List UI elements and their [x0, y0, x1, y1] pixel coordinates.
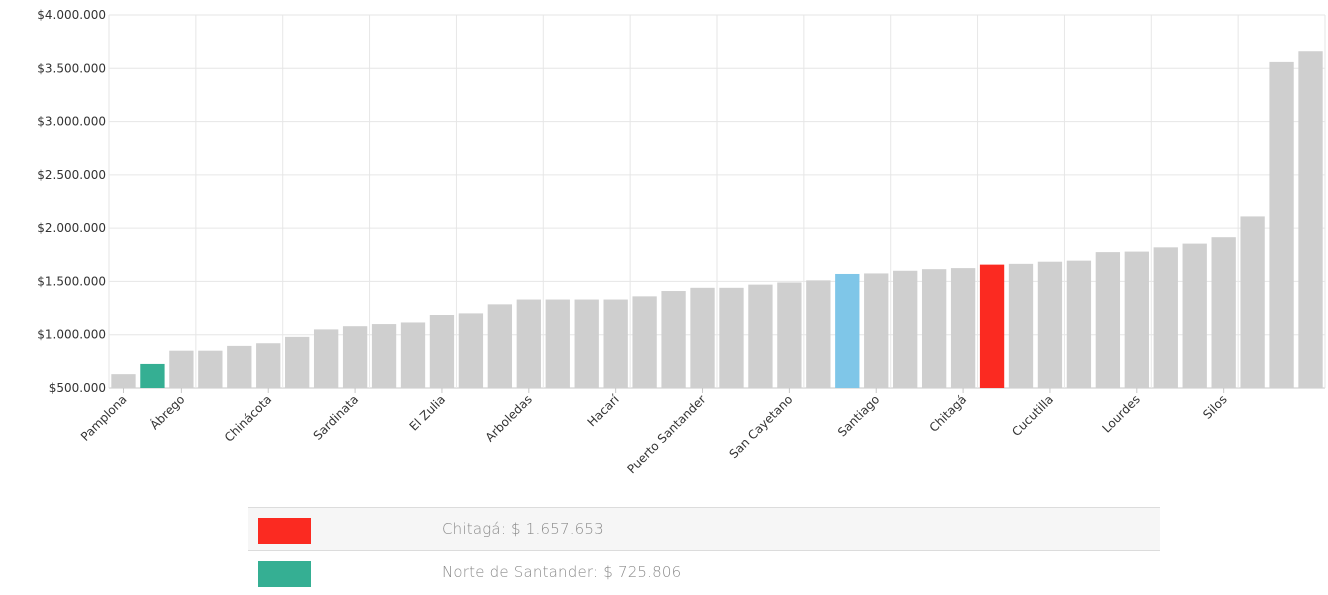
bar[interactable]: [1211, 237, 1236, 388]
y-tick-label: $3.500.000: [37, 61, 106, 75]
y-tick-label: $1.000.000: [37, 328, 106, 342]
bar[interactable]: [545, 299, 570, 388]
legend-label-chitaga: Chitagá: $ 1.657.653: [442, 520, 604, 538]
bar[interactable]: [313, 329, 339, 388]
legend-swatch-norte-de-santander: [258, 561, 311, 587]
legend-swatch-chitaga: [258, 518, 311, 544]
x-tick-label: Sardinata: [311, 392, 362, 443]
bar[interactable]: [893, 270, 918, 388]
bar[interactable]: [342, 326, 368, 388]
bar[interactable]: [719, 287, 744, 388]
bar[interactable]: [140, 363, 165, 388]
bar[interactable]: [777, 282, 802, 388]
bar[interactable]: [864, 273, 889, 388]
legend-item-norte-de-santander: Norte de Santander: $ 725.806: [248, 551, 1160, 595]
y-tick-label: $1.500.000: [37, 274, 106, 288]
bar[interactable]: [835, 273, 860, 388]
bar[interactable]: [256, 343, 281, 388]
bar[interactable]: [111, 374, 136, 388]
chart-bars: [111, 51, 1323, 388]
y-tick-label: $4.000.000: [37, 8, 106, 22]
bar[interactable]: [1095, 252, 1121, 388]
bar[interactable]: [227, 345, 252, 388]
y-tick-label: $2.000.000: [37, 221, 106, 235]
y-tick-label: $500.000: [49, 381, 106, 395]
bar[interactable]: [806, 280, 831, 388]
bar[interactable]: [632, 296, 657, 388]
bar[interactable]: [169, 350, 194, 388]
x-tick-label: Pamplona: [78, 392, 130, 444]
bar[interactable]: [979, 264, 1005, 388]
x-tick-label: Ábrego: [147, 392, 188, 433]
bar[interactable]: [950, 268, 976, 388]
x-tick-label: Puerto Santander: [625, 392, 709, 476]
bar[interactable]: [1124, 251, 1149, 388]
y-tick-label: $3.000.000: [37, 115, 106, 129]
bar[interactable]: [1298, 51, 1323, 388]
legend-item-chitaga: Chitagá: $ 1.657.653: [248, 507, 1160, 551]
x-tick-label: Hacarí: [585, 392, 623, 430]
x-tick-label: Cucutilla: [1009, 392, 1056, 439]
bar[interactable]: [198, 350, 223, 388]
y-axis-ticks: $500.000 $1.000.000 $1.500.000 $2.000.000 $2…: [37, 8, 106, 395]
bar[interactable]: [1037, 261, 1063, 388]
bar[interactable]: [400, 322, 426, 388]
bar[interactable]: [603, 299, 628, 388]
bar[interactable]: [690, 287, 715, 388]
bar[interactable]: [285, 336, 310, 388]
bar[interactable]: [1182, 243, 1207, 388]
bar[interactable]: [458, 313, 484, 388]
x-tick-label: Chinácota: [222, 392, 275, 445]
bar-chart: $500.000 $1.000.000 $1.500.000 $2.000.000 $2…: [37, 8, 1326, 476]
x-tick-label: Chitagá: [927, 392, 970, 435]
bar[interactable]: [371, 324, 397, 388]
x-tick-label: El Zulia: [407, 392, 448, 433]
x-tick-label: Santiago: [835, 392, 882, 439]
bar[interactable]: [574, 299, 599, 388]
x-tick-label: Lourdes: [1100, 392, 1143, 435]
bar[interactable]: [516, 299, 541, 388]
legend-label-norte-de-santander: Norte de Santander: $ 725.806: [442, 563, 682, 581]
bar[interactable]: [1008, 263, 1034, 388]
y-tick-label: $2.500.000: [37, 168, 106, 182]
x-tick-label: Arboledas: [483, 392, 535, 444]
chart-grid: [108, 14, 1326, 389]
x-axis-ticks: Pamplona Ábrego Chinácota Sardinata El Zulia…: [78, 388, 1230, 476]
bar[interactable]: [429, 315, 455, 388]
bar[interactable]: [1240, 216, 1265, 388]
bar[interactable]: [1153, 247, 1178, 388]
x-tick-label: Silos: [1200, 392, 1230, 422]
bar[interactable]: [661, 291, 686, 388]
bar[interactable]: [921, 269, 947, 388]
bar[interactable]: [748, 284, 773, 388]
bar[interactable]: [1269, 61, 1294, 388]
bar[interactable]: [1066, 260, 1092, 388]
chart-legend: Chitagá: $ 1.657.653 Norte de Santander:…: [248, 507, 1160, 595]
x-tick-label: San Cayetano: [726, 392, 795, 461]
bar[interactable]: [487, 304, 513, 388]
